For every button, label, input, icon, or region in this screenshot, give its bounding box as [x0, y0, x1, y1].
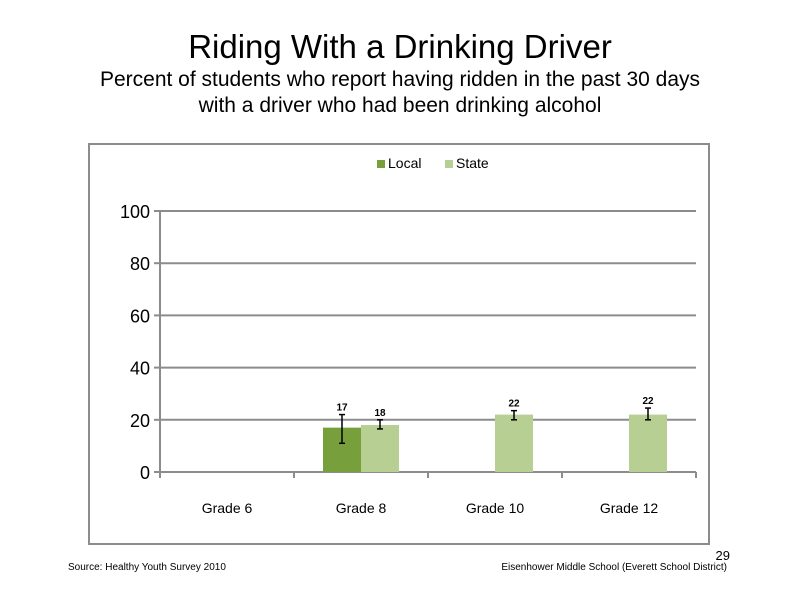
y-tick-label-100: 100	[120, 202, 150, 222]
chart-area: 0 20 40 60 80 100 Grade 6 Grade 8 Grade 10 Grade …	[88, 143, 710, 545]
data-label-state-2: 22	[508, 399, 520, 410]
page-number: 29	[715, 548, 730, 563]
x-tick-label-0: Grade 6	[202, 500, 253, 516]
subtitle-line-1: Percent of students who report having ri…	[99, 68, 701, 91]
y-tick-label-20: 20	[130, 411, 150, 431]
y-tick-label-60: 60	[130, 306, 150, 326]
legend-label-local: Local	[388, 155, 421, 171]
legend-swatch-state	[445, 160, 453, 168]
bar-chart: 0 20 40 60 80 100 Grade 6 Grade 8 Grade 10 Grade …	[120, 155, 697, 516]
slide-subtitle: Percent of students who report having ri…	[0, 67, 800, 119]
x-tick-label-2: Grade 10	[466, 500, 525, 516]
x-tick-label-3: Grade 12	[600, 500, 659, 516]
data-label-state-3: 22	[642, 396, 654, 407]
data-label-state-1: 18	[374, 408, 386, 419]
legend-swatch-local	[377, 160, 385, 168]
y-tick-label-0: 0	[140, 463, 150, 483]
bar-state-3	[629, 414, 667, 472]
x-tick-label-1: Grade 8	[336, 500, 387, 516]
data-label-local-1: 17	[336, 403, 348, 414]
legend-label-state: State	[456, 155, 489, 171]
bar-state-2	[495, 414, 533, 472]
subtitle-line-2: with a driver who had been drinking alco…	[198, 94, 602, 117]
slide-title: Riding With a Drinking Driver	[188, 28, 612, 65]
bar-state-1	[361, 425, 399, 472]
school-name: Eisenhower Middle School (Everett School…	[501, 562, 727, 573]
y-tick-label-40: 40	[130, 359, 150, 379]
y-tick-label-80: 80	[130, 254, 150, 274]
source-note: Source: Healthy Youth Survey 2010	[68, 562, 226, 573]
